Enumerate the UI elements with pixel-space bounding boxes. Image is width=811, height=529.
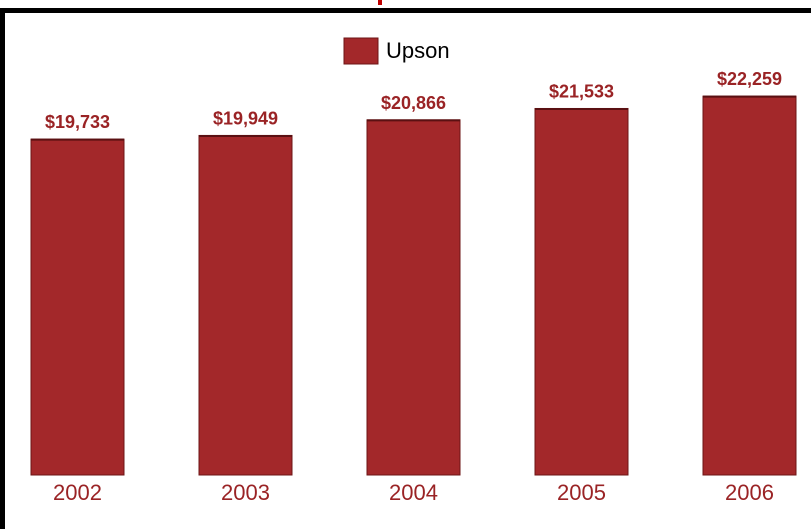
category-label-2005: 2005: [557, 480, 606, 505]
value-label-2004: $20,866: [381, 93, 446, 113]
value-label-2006: $22,259: [717, 69, 782, 89]
bar-2004: [366, 119, 461, 476]
bar-2005: [534, 107, 629, 476]
bars-group: [30, 95, 797, 476]
legend: Upson: [343, 37, 450, 65]
category-label-2003: 2003: [221, 480, 270, 505]
bar-2003: [198, 134, 293, 476]
category-label-2006: 2006: [725, 480, 774, 505]
value-label-2002: $19,733: [45, 112, 110, 132]
value-label-2005: $21,533: [549, 81, 614, 101]
legend-label-upson: Upson: [386, 38, 450, 63]
category-labels-group: 2002 2003 2004 2005 2006: [53, 480, 774, 505]
category-label-2002: 2002: [53, 480, 102, 505]
bar-2006: [702, 95, 797, 476]
bar-2002: [30, 138, 125, 476]
value-label-2003: $19,949: [213, 108, 278, 128]
value-labels-group: $19,733 $19,949 $20,866 $21,533 $22,259: [45, 69, 782, 132]
legend-swatch-upson: [343, 37, 379, 65]
category-label-2004: 2004: [389, 480, 438, 505]
title-fragment-mark: [378, 0, 382, 5]
